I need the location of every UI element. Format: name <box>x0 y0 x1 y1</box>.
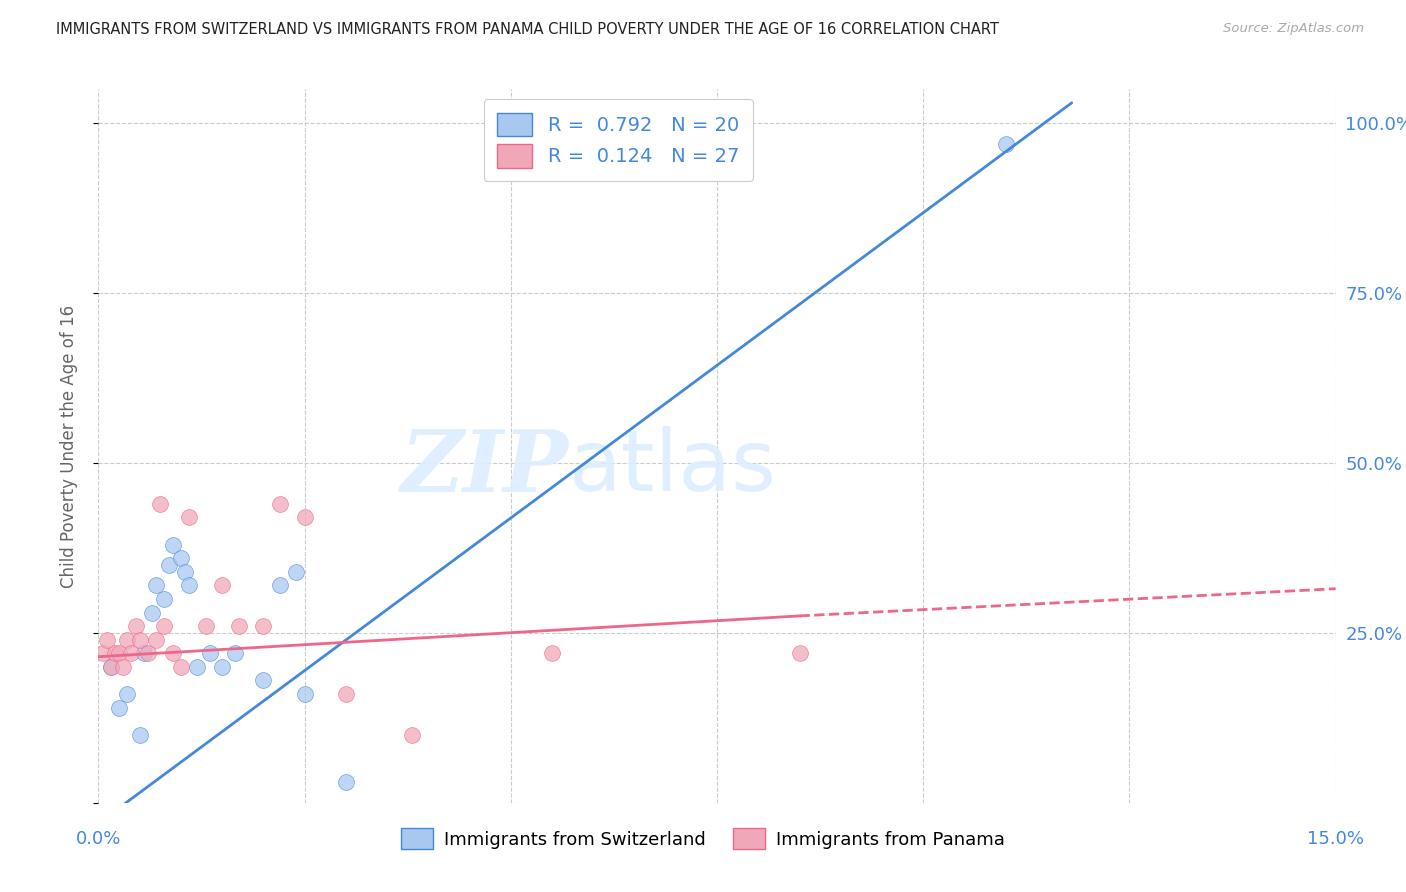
Point <box>179 578 201 592</box>
Legend: Immigrants from Switzerland, Immigrants from Panama: Immigrants from Switzerland, Immigrants … <box>394 821 1012 856</box>
Point <box>100 660 122 674</box>
Point <box>252 673 274 688</box>
Point <box>211 578 233 592</box>
Point <box>186 660 208 674</box>
Point <box>108 700 131 714</box>
Point <box>294 687 316 701</box>
Point <box>194 619 217 633</box>
Point <box>124 619 146 633</box>
Point <box>128 728 150 742</box>
Point <box>162 537 184 551</box>
Point <box>145 632 167 647</box>
Point <box>91 646 114 660</box>
Point <box>96 632 118 647</box>
Point <box>211 660 233 674</box>
Point <box>108 646 131 660</box>
Point <box>117 687 139 701</box>
Point <box>100 660 122 674</box>
Point <box>128 632 150 647</box>
Point <box>294 510 316 524</box>
Point <box>170 551 193 566</box>
Text: ZIP: ZIP <box>401 425 568 509</box>
Y-axis label: Child Poverty Under the Age of 16: Child Poverty Under the Age of 16 <box>59 304 77 588</box>
Text: 15.0%: 15.0% <box>1308 830 1364 847</box>
Point <box>141 606 163 620</box>
Point <box>162 646 184 660</box>
Point <box>104 646 127 660</box>
Point <box>174 565 197 579</box>
Text: 0.0%: 0.0% <box>76 830 121 847</box>
Point <box>145 578 167 592</box>
Point <box>224 646 246 660</box>
Text: Source: ZipAtlas.com: Source: ZipAtlas.com <box>1223 22 1364 36</box>
Point <box>153 619 176 633</box>
Point <box>269 578 291 592</box>
Point <box>149 497 172 511</box>
Point <box>541 646 564 660</box>
Point <box>228 619 250 633</box>
Point <box>170 660 193 674</box>
Text: IMMIGRANTS FROM SWITZERLAND VS IMMIGRANTS FROM PANAMA CHILD POVERTY UNDER THE AG: IMMIGRANTS FROM SWITZERLAND VS IMMIGRANT… <box>56 22 1000 37</box>
Point <box>285 565 308 579</box>
Point <box>112 660 135 674</box>
Point <box>136 646 159 660</box>
Point <box>665 116 688 130</box>
Point <box>401 728 423 742</box>
Point <box>157 558 180 572</box>
Point <box>252 619 274 633</box>
Point <box>335 687 357 701</box>
Point <box>198 646 221 660</box>
Point <box>789 646 811 660</box>
Point <box>117 632 139 647</box>
Legend: R =  0.792   N = 20, R =  0.124   N = 27: R = 0.792 N = 20, R = 0.124 N = 27 <box>484 99 752 181</box>
Point <box>153 591 176 606</box>
Point <box>269 497 291 511</box>
Point <box>132 646 155 660</box>
Point <box>335 775 357 789</box>
Point <box>994 136 1017 151</box>
Point <box>120 646 142 660</box>
Text: atlas: atlas <box>568 425 776 509</box>
Point <box>179 510 201 524</box>
